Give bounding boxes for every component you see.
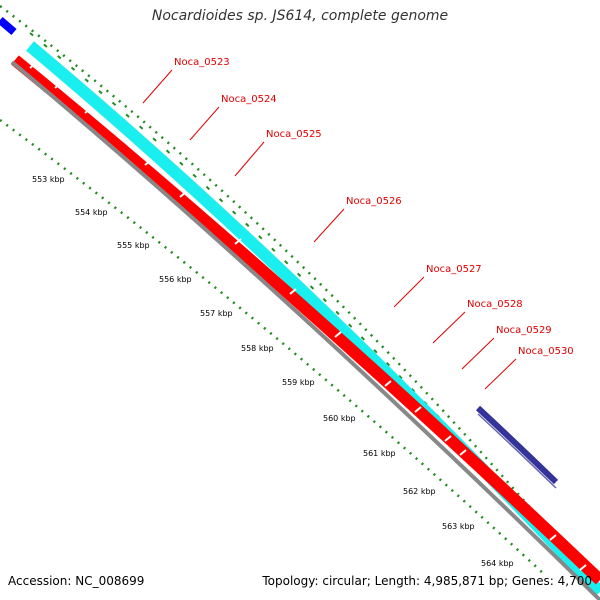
gene-label: Noca_0526	[346, 196, 402, 207]
genome-backbone	[10, 60, 600, 600]
genome-summary-text: Topology: circular; Length: 4,985,871 bp…	[262, 574, 592, 588]
scale-tick-label: 563 kbp	[442, 522, 475, 531]
gene-labels: Noca_0523 Noca_0524 Noca_0525 Noca_0526 Noca…	[142, 57, 574, 390]
gene-label: Noca_0530	[518, 346, 574, 357]
reverse-strand-track	[11, 55, 600, 585]
dark-feature-segment	[475, 405, 559, 485]
scale-tick-label: 557 kbp	[200, 309, 233, 318]
inner-dotted-track	[0, 118, 546, 576]
scale-tick-label: 560 kbp	[323, 414, 356, 423]
gene-leader-line	[189, 106, 220, 141]
gene-label: Noca_0529	[496, 325, 552, 336]
map-title: Nocardioides sp. JS614, complete genome	[151, 8, 449, 24]
gene-leader-line	[484, 358, 517, 390]
gene-label: Noca_0524	[221, 94, 277, 105]
scale-tick-label: 558 kbp	[241, 344, 274, 353]
scale-tick-label: 561 kbp	[363, 449, 396, 458]
scale-tick-label: 556 kbp	[159, 275, 192, 284]
outer-dotted-track	[0, 5, 600, 591]
gene-label: Noca_0523	[174, 57, 230, 68]
blue-feature	[0, 16, 17, 36]
gene-label: Noca_0528	[467, 299, 523, 310]
scale-tick-label: 564 kbp	[481, 559, 514, 568]
scale-tick-label: 555 kbp	[117, 241, 150, 250]
gene-leader-line	[393, 276, 425, 308]
scale-tick-labels: 553 kbp 554 kbp 555 kbp 556 kbp 557 kbp 558 k…	[32, 175, 514, 568]
reverse-gene-boundaries	[29, 62, 587, 571]
gene-leader-line	[234, 141, 265, 177]
gene-label: Noca_0527	[426, 264, 482, 275]
dark-feature-edge	[477, 413, 557, 489]
scale-tick-label: 559 kbp	[282, 378, 315, 387]
scale-tick-label: 554 kbp	[75, 208, 108, 217]
gene-leader-line	[461, 337, 495, 370]
outer-tick-dashes	[29, 32, 596, 591]
gene-label: Noca_0525	[266, 129, 322, 140]
gene-leader-line	[142, 69, 173, 104]
gene-leader-line	[432, 311, 466, 344]
scale-tick-label: 553 kbp	[32, 175, 65, 184]
gene-leader-line	[313, 208, 345, 243]
scale-tick-label: 562 kbp	[403, 487, 436, 496]
accession-text: Accession: NC_008699	[8, 574, 145, 588]
